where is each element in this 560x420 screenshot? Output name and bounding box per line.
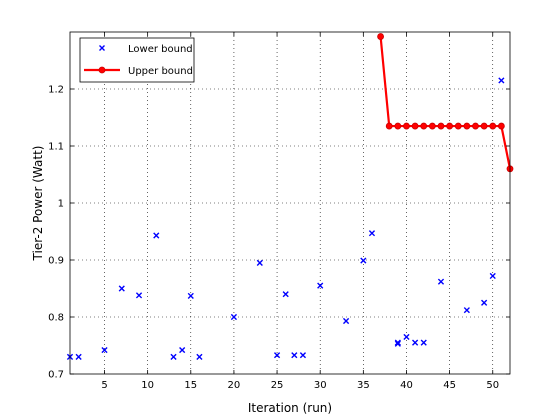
legend-upper-bound-label: Upper bound (128, 66, 193, 77)
upper-bound-point (447, 123, 453, 129)
x-tick-label: 30 (314, 380, 327, 391)
y-tick-label: 0.8 (48, 313, 64, 324)
x-tick-label: 15 (184, 380, 197, 391)
upper-bound-point (386, 123, 392, 129)
x-tick-label: 5 (101, 380, 107, 391)
y-tick-label: 0.7 (48, 370, 64, 381)
upper-bound-point (421, 123, 427, 129)
upper-bound-point (472, 123, 478, 129)
legend: Lower bound Upper bound (80, 38, 194, 82)
y-tick-label: 0.9 (48, 256, 64, 267)
x-tick-label: 40 (400, 380, 413, 391)
legend-lower-bound-label: Lower bound (128, 44, 193, 55)
upper-bound-point (498, 123, 504, 129)
upper-bound-point (464, 123, 470, 129)
y-tick-label: 1 (58, 199, 64, 210)
x-tick-label: 20 (228, 380, 241, 391)
x-tick-label: 10 (141, 380, 154, 391)
x-tick-label: 50 (486, 380, 499, 391)
upper-bound-point (438, 123, 444, 129)
upper-bound-point (455, 123, 461, 129)
upper-bound-point (481, 123, 487, 129)
x-axis-label: Iteration (run) (248, 401, 332, 415)
y-tick-label: 1.1 (48, 142, 64, 153)
upper-bound-point (403, 123, 409, 129)
upper-bound-point (395, 123, 401, 129)
x-tick-label: 25 (271, 380, 284, 391)
upper-bound-point (378, 34, 384, 40)
upper-bound-point (412, 123, 418, 129)
upper-bound-point (429, 123, 435, 129)
x-tick-label: 35 (357, 380, 370, 391)
y-axis-label: Tier-2 Power (Watt) (31, 146, 45, 262)
x-tick-label: 45 (443, 380, 456, 391)
y-tick-label: 1.2 (48, 85, 64, 96)
upper-bound-point (490, 123, 496, 129)
legend-upper-bound-marker (99, 67, 105, 73)
